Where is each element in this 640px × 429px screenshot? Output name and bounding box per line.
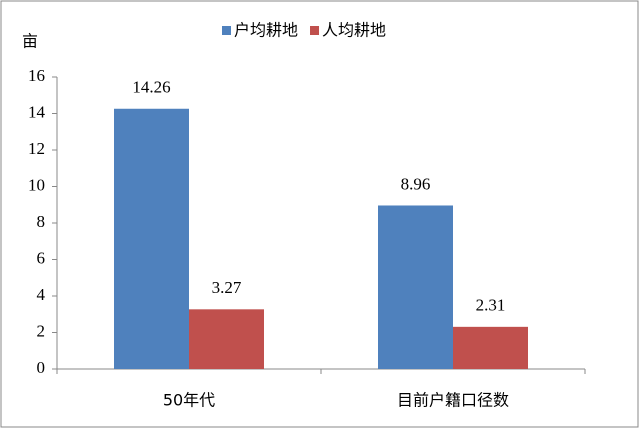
bar (114, 108, 189, 369)
data-label: 8.96 (401, 174, 431, 193)
data-label: 2.31 (476, 296, 506, 315)
legend-swatch (310, 26, 320, 35)
legend-swatch (222, 26, 231, 35)
x-tick-label: 目前户籍口径数 (397, 391, 509, 410)
y-tick-label: 12 (28, 139, 45, 158)
y-tick-label: 10 (28, 175, 45, 194)
y-tick-label: 4 (37, 285, 46, 304)
y-axis-label: 亩 (22, 32, 38, 51)
data-label: 14.26 (132, 78, 170, 97)
y-tick-label: 8 (37, 212, 46, 231)
legend-label: 户均耕地 (234, 21, 298, 40)
y-tick-label: 14 (28, 102, 46, 121)
y-tick-label: 0 (37, 358, 46, 377)
data-label: 3.27 (212, 278, 242, 297)
y-tick-label: 16 (28, 66, 45, 85)
x-tick-label: 50年代 (163, 391, 215, 410)
legend-label: 人均耕地 (322, 21, 386, 40)
bar (453, 326, 528, 369)
y-tick-label: 6 (37, 248, 46, 267)
bar (189, 309, 264, 369)
bar (378, 205, 453, 369)
y-tick-label: 2 (37, 321, 46, 340)
